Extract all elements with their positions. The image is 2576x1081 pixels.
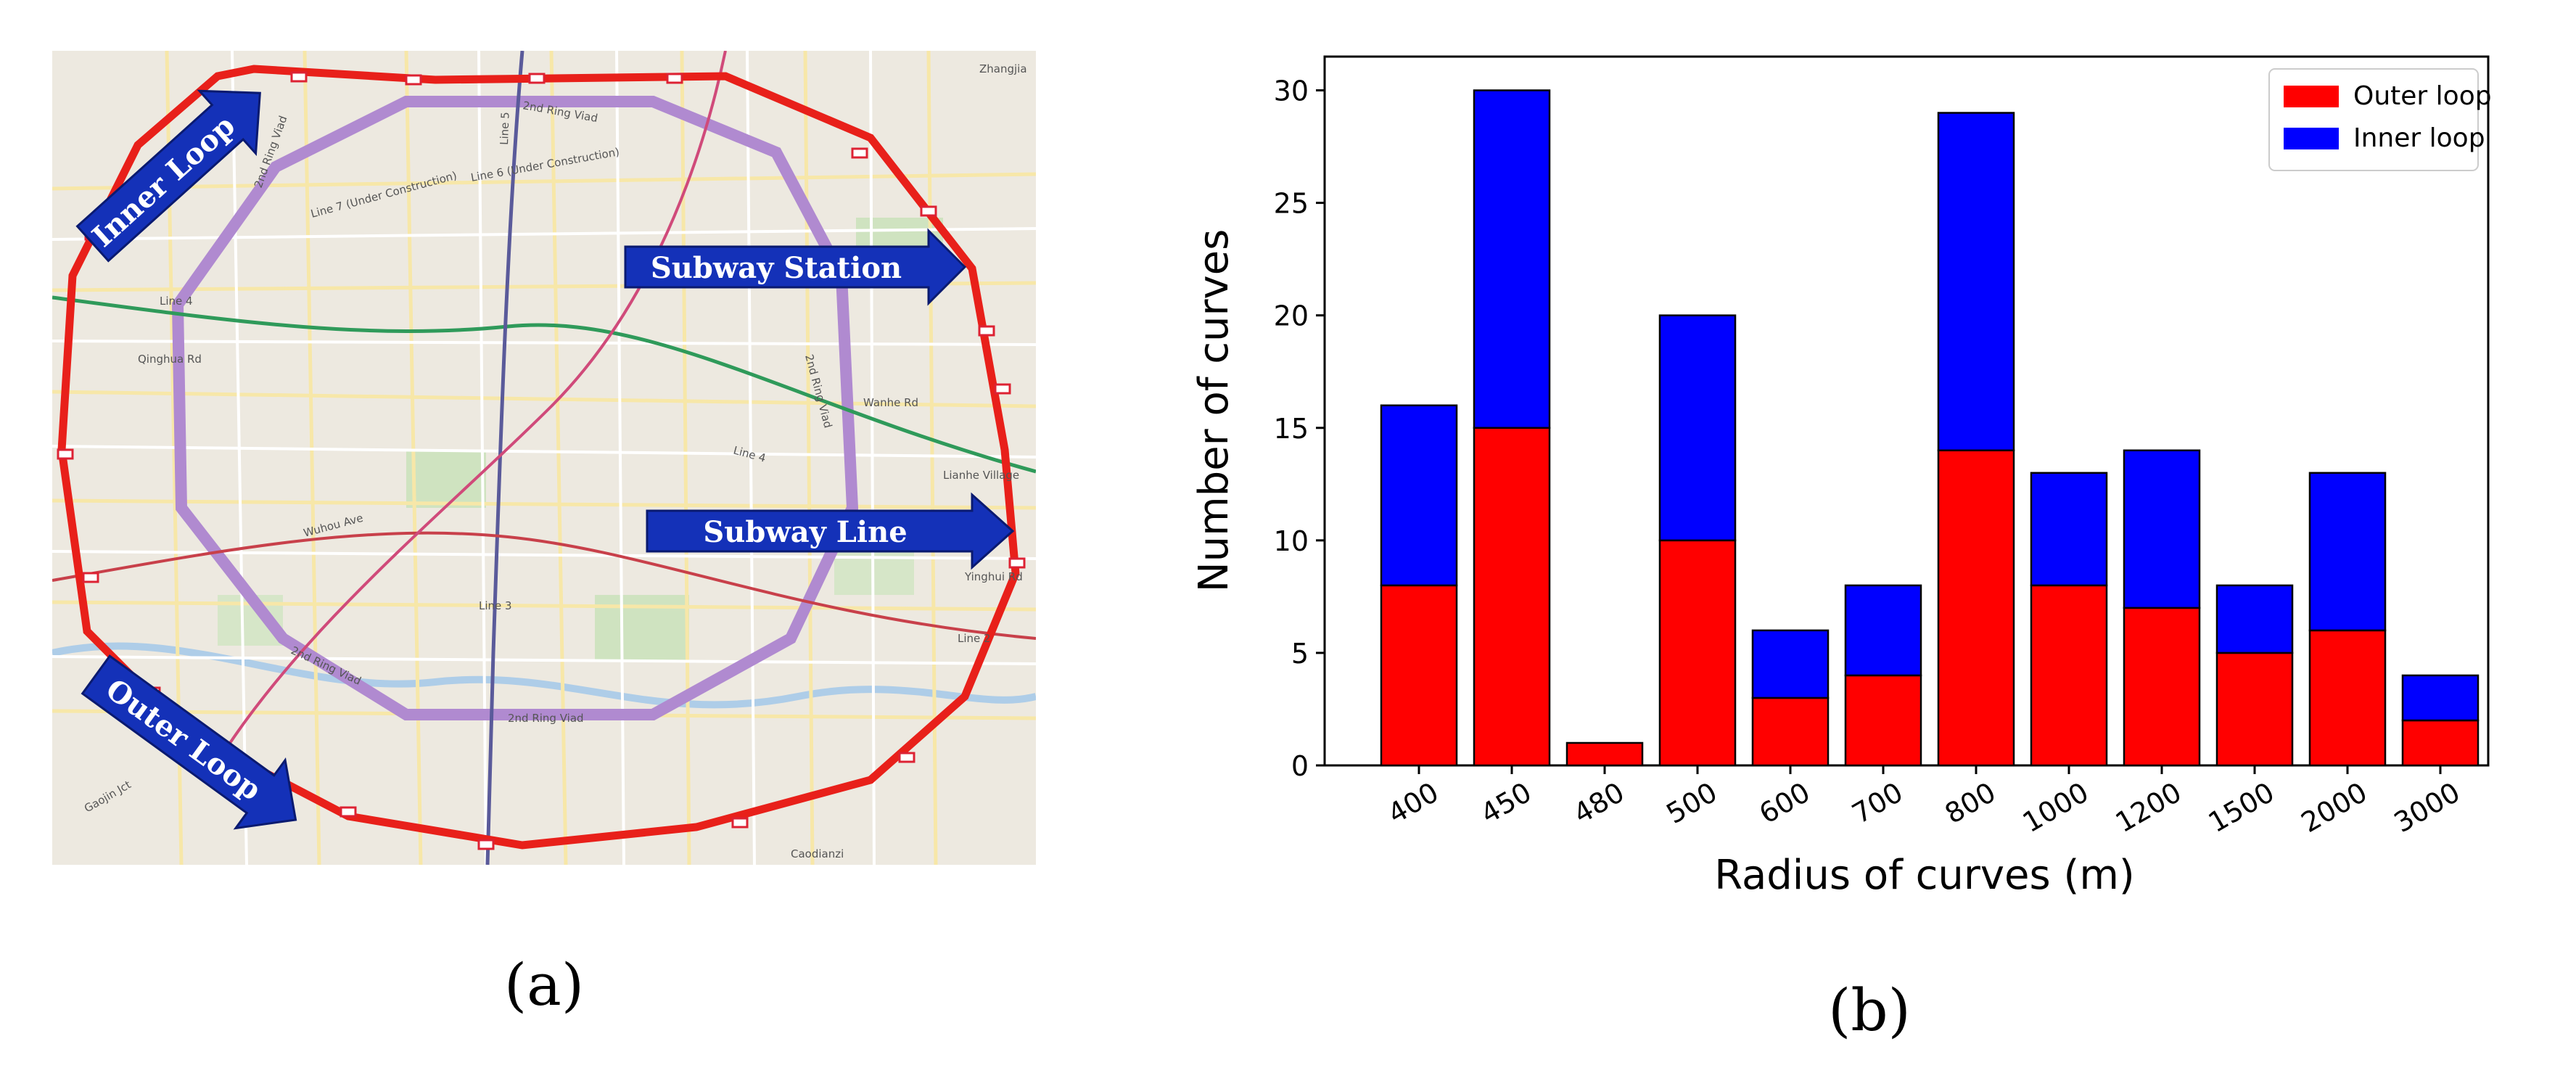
- legend-label-inner-loop: Inner loop: [2353, 123, 2485, 153]
- x-tick-label: 500: [1661, 776, 1723, 830]
- bar-inner-loop-400: [1380, 404, 1458, 587]
- bar-outer-loop-450: [1473, 427, 1551, 767]
- bar-outer-loop-480: [1565, 741, 1644, 767]
- bar-inner-loop-1500: [2215, 584, 2294, 654]
- subway-station-label: Subway Station: [651, 251, 902, 285]
- panel-b-label: (b): [1828, 977, 1911, 1044]
- bar-outer-loop-400: [1380, 584, 1458, 767]
- x-tick-label: 700: [1847, 776, 1909, 830]
- bar-outer-loop-1500: [2215, 652, 2294, 767]
- legend-swatch-outer-loop: [2284, 86, 2339, 107]
- y-axis-label: Number of curves: [1190, 229, 1238, 593]
- y-tick-label: 25: [1274, 188, 1309, 220]
- second-ring-viaduct: [171, 96, 859, 720]
- x-tick-label: 1200: [2110, 776, 2187, 839]
- bar-outer-loop-3000: [2401, 719, 2480, 767]
- x-axis-ticks: 400 450 480 500 600 700 800 1000 1200 1500 2000 300…: [1383, 765, 2466, 839]
- subway-line-3: [216, 51, 727, 763]
- y-tick-label: 15: [1274, 413, 1309, 445]
- bar-inner-loop-1200: [2123, 449, 2201, 609]
- x-tick-label: 450: [1476, 776, 1537, 830]
- bar-outer-loop-2000: [2308, 629, 2387, 767]
- road-label: Line 5: [498, 112, 512, 145]
- street-grid-secondary: [52, 51, 1036, 865]
- legend: Outer loop Inner loop: [2268, 68, 2492, 171]
- bar-chart: 0 5 10 15 20 25 30 400 450 480 500 600 700 800 1000 12…: [1190, 55, 2492, 1044]
- x-tick-label: 1000: [2017, 776, 2094, 839]
- legend-label-outer-loop: Outer loop: [2353, 81, 2492, 111]
- subway-line-4: [52, 295, 1036, 474]
- y-tick-label: 5: [1291, 638, 1309, 670]
- x-tick-label: 3000: [2389, 776, 2466, 839]
- x-tick-label: 800: [1940, 776, 2001, 830]
- bar-outer-loop-600: [1751, 696, 1830, 767]
- x-axis-label: Radius of curves (m): [1714, 852, 2134, 899]
- road-label: Lianhe Village: [943, 469, 1019, 482]
- bar-inner-loop-450: [1473, 89, 1551, 429]
- bar-inner-loop-2000: [2308, 472, 2387, 632]
- y-tick-label: 10: [1274, 525, 1309, 557]
- bar-inner-loop-800: [1937, 112, 2015, 452]
- bar-outer-loop-1200: [2123, 607, 2201, 767]
- bar-inner-loop-1000: [2030, 472, 2108, 587]
- map-panel: 2nd Ring Viad 2nd Ring Viad 2nd Ring Via…: [52, 51, 1036, 1019]
- road-label: 2nd Ring Viad: [508, 712, 584, 725]
- bars-group: [1380, 89, 2480, 767]
- bar-inner-loop-600: [1751, 629, 1830, 699]
- bar-outer-loop-500: [1658, 539, 1737, 767]
- subway-ring-line: [57, 65, 1020, 850]
- road-label: Yinghui Rd: [964, 570, 1023, 583]
- y-tick-label: 0: [1291, 750, 1309, 782]
- x-tick-label: 480: [1568, 776, 1630, 830]
- subway-line-2: [52, 531, 1036, 640]
- road-label: Line 4: [160, 295, 193, 308]
- x-tick-label: 400: [1383, 776, 1444, 830]
- y-tick-label: 30: [1274, 75, 1309, 107]
- subway-line-label: Subway Line: [703, 515, 907, 549]
- panel-a-label: (a): [504, 951, 584, 1019]
- bar-outer-loop-1000: [2030, 584, 2108, 767]
- bar-inner-loop-700: [1844, 584, 1922, 677]
- x-tick-label: 2000: [2296, 776, 2373, 839]
- bar-inner-loop-3000: [2401, 674, 2480, 722]
- river: [52, 642, 1036, 709]
- road-label: Caodianzi: [791, 847, 844, 860]
- road-label: Qinghua Rd: [138, 353, 202, 366]
- park-area: [406, 450, 486, 508]
- bar-outer-loop-800: [1937, 449, 2015, 767]
- road-label: Zhangjia: [979, 62, 1027, 75]
- callout-subway-line: Subway Line: [646, 492, 1015, 570]
- x-tick-label: 1500: [2203, 776, 2280, 839]
- subway-line-1: [485, 51, 524, 865]
- callout-subway-station: Subway Station: [624, 228, 967, 306]
- y-axis-ticks: 0 5 10 15 20 25 30: [1274, 75, 1325, 782]
- y-tick-label: 20: [1274, 300, 1309, 332]
- bar-inner-loop-500: [1658, 314, 1737, 542]
- x-tick-label: 600: [1754, 776, 1816, 830]
- road-label: Line 2: [958, 632, 991, 645]
- road-label: Line 3: [479, 599, 512, 612]
- legend-swatch-inner-loop: [2284, 128, 2339, 149]
- road-label: Wanhe Rd: [863, 396, 918, 409]
- bar-outer-loop-700: [1844, 674, 1922, 767]
